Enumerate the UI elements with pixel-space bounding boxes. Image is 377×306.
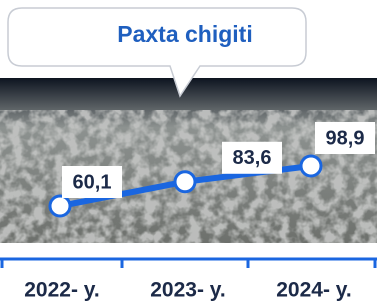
x-tick-label: 2022- y.	[24, 279, 100, 302]
x-tick-label: 2023- y.	[150, 279, 226, 302]
chart-title: Paxta chigiti	[117, 21, 252, 47]
marker	[50, 196, 70, 216]
x-axis	[0, 259, 377, 268]
value-label: 83,6	[233, 147, 272, 169]
value-label: 98,9	[326, 127, 365, 149]
chart: Paxta chigiti 2022- y. 2023- y. 2024- y. 60…	[0, 0, 377, 306]
marker	[301, 156, 321, 176]
x-tick-label: 2024- y.	[276, 279, 352, 302]
value-label: 60,1	[73, 171, 112, 193]
marker	[175, 172, 195, 192]
